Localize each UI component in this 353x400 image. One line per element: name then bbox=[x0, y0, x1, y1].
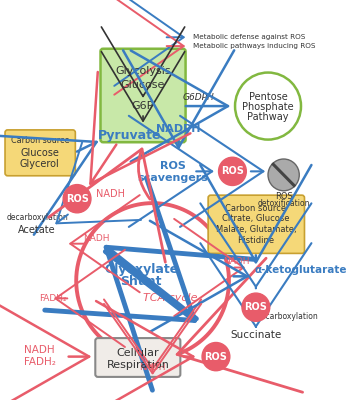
Text: Histidine: Histidine bbox=[237, 236, 274, 245]
Text: Metabolic pathways inducing ROS: Metabolic pathways inducing ROS bbox=[192, 43, 315, 49]
Circle shape bbox=[235, 72, 301, 140]
Text: Citrate, Glucose: Citrate, Glucose bbox=[222, 214, 289, 224]
FancyBboxPatch shape bbox=[95, 338, 180, 377]
Text: Carbon source: Carbon source bbox=[11, 136, 69, 145]
Text: FADH₂: FADH₂ bbox=[24, 357, 56, 367]
Text: Acetate: Acetate bbox=[18, 224, 56, 234]
FancyBboxPatch shape bbox=[101, 49, 186, 142]
Text: Glycerol: Glycerol bbox=[20, 159, 60, 169]
Text: NADH: NADH bbox=[24, 344, 55, 354]
Circle shape bbox=[219, 157, 246, 186]
Text: decarboxylation: decarboxylation bbox=[256, 312, 318, 320]
Text: Succinate: Succinate bbox=[230, 330, 281, 340]
Text: ROS: ROS bbox=[66, 194, 89, 204]
Text: detoxification: detoxification bbox=[257, 200, 310, 208]
Text: α-ketoglutarate: α-ketoglutarate bbox=[254, 265, 347, 275]
Text: NADH: NADH bbox=[96, 189, 125, 199]
Text: Glycolysis: Glycolysis bbox=[115, 66, 171, 76]
Text: Metabolic defense against ROS: Metabolic defense against ROS bbox=[192, 34, 305, 40]
Text: NADH: NADH bbox=[223, 257, 250, 266]
Text: NADH: NADH bbox=[83, 234, 109, 243]
Text: Cellular: Cellular bbox=[116, 348, 159, 358]
Text: ROS: ROS bbox=[221, 166, 244, 176]
Text: Glyoxylate: Glyoxylate bbox=[104, 263, 178, 276]
Text: scavengers: scavengers bbox=[137, 172, 208, 182]
Text: Pentose: Pentose bbox=[249, 92, 287, 102]
Text: Glucose: Glucose bbox=[121, 80, 165, 90]
Text: ROS: ROS bbox=[160, 161, 185, 171]
Text: FADH₂: FADH₂ bbox=[39, 294, 67, 303]
Text: ROS: ROS bbox=[244, 302, 267, 312]
Text: ROS: ROS bbox=[204, 352, 227, 362]
Text: Malate, Glutamate,: Malate, Glutamate, bbox=[216, 225, 296, 234]
Text: decarboxylation: decarboxylation bbox=[6, 213, 68, 222]
Text: NADH: NADH bbox=[139, 363, 166, 372]
Text: Phosphate: Phosphate bbox=[242, 102, 294, 112]
FancyBboxPatch shape bbox=[5, 130, 75, 176]
Circle shape bbox=[63, 184, 91, 213]
Text: Pathway: Pathway bbox=[247, 112, 289, 122]
Circle shape bbox=[242, 293, 270, 321]
Circle shape bbox=[268, 159, 299, 191]
Text: NADPH: NADPH bbox=[156, 124, 201, 134]
Text: ROS: ROS bbox=[275, 192, 293, 200]
Text: TCA cycle: TCA cycle bbox=[143, 293, 197, 303]
Text: G6DPH: G6DPH bbox=[183, 93, 215, 102]
Text: G6P: G6P bbox=[132, 101, 154, 111]
Text: Glucose: Glucose bbox=[20, 148, 59, 158]
Text: Carbon source: Carbon source bbox=[225, 204, 286, 213]
Text: Shunt: Shunt bbox=[121, 275, 162, 288]
Text: Respiration: Respiration bbox=[106, 360, 169, 370]
Text: Pyruvate: Pyruvate bbox=[97, 129, 161, 142]
FancyBboxPatch shape bbox=[208, 195, 305, 253]
Circle shape bbox=[202, 342, 230, 371]
